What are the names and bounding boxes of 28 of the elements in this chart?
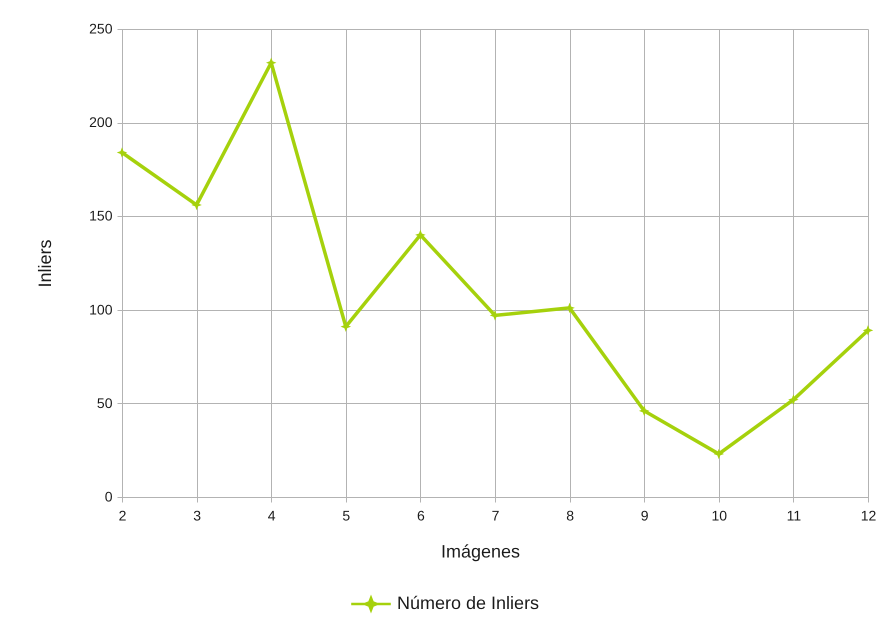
x-tick-label: 4 bbox=[268, 508, 276, 524]
x-tick-label: 8 bbox=[566, 508, 574, 524]
y-tick-label: 0 bbox=[104, 488, 113, 504]
x-tick-label: 9 bbox=[640, 508, 649, 524]
point bbox=[788, 394, 799, 405]
point bbox=[116, 147, 128, 158]
x-tick-label: 12 bbox=[860, 508, 876, 524]
point bbox=[415, 230, 426, 240]
point bbox=[862, 325, 874, 336]
point bbox=[638, 406, 650, 416]
x-tick-label: 3 bbox=[193, 508, 202, 524]
y-tick-label: 50 bbox=[96, 394, 113, 411]
y-tick-label: 250 bbox=[89, 20, 113, 36]
point bbox=[714, 448, 724, 460]
x-tick-label: 11 bbox=[786, 508, 802, 524]
x-tick-label: 7 bbox=[492, 508, 500, 524]
y-tick-label: 150 bbox=[89, 208, 113, 224]
x-axis-title: Imágenes bbox=[440, 542, 520, 562]
point bbox=[340, 321, 352, 332]
x-tick-label: 10 bbox=[712, 508, 728, 524]
legend-label: Número de Inliers bbox=[397, 593, 540, 613]
y-tick-label: 100 bbox=[89, 301, 113, 318]
x-tick-label: 6 bbox=[417, 508, 425, 524]
y-tick-label: 200 bbox=[89, 114, 113, 130]
y-axis-title: Inliers bbox=[35, 239, 56, 288]
x-tick-label: 2 bbox=[118, 508, 127, 524]
point bbox=[191, 200, 202, 210]
x-tick-label: 5 bbox=[342, 508, 350, 524]
